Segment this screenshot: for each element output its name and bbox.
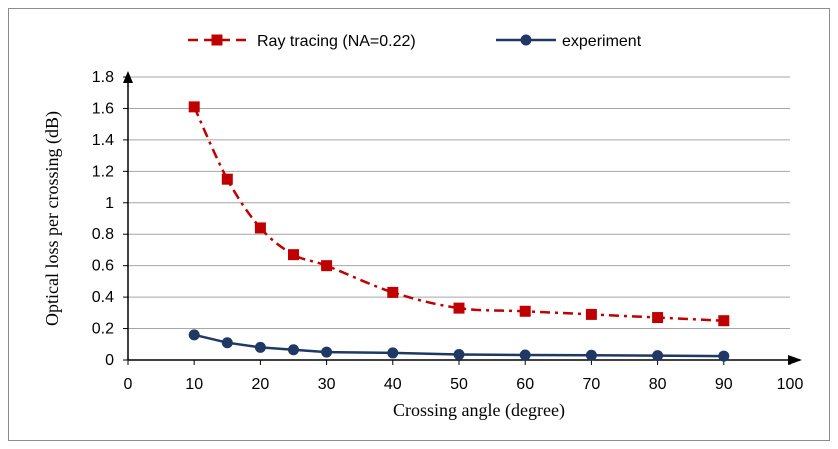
series-1 [188, 329, 730, 362]
x-tick-label: 0 [124, 376, 133, 393]
legend-item-experiment: experiment [496, 33, 642, 50]
data-point-ray-tracing [221, 173, 233, 185]
data-point-experiment [585, 349, 597, 361]
data-point-experiment [321, 346, 333, 358]
x-tick-label: 100 [777, 376, 804, 393]
data-point-ray-tracing [718, 315, 730, 327]
series-0 [188, 101, 730, 327]
y-tick-label: 1.6 [92, 100, 114, 117]
data-point-experiment [254, 341, 266, 353]
legend-item-ray-tracing: Ray tracing (NA=0.22) [188, 33, 416, 50]
data-point-experiment [221, 337, 233, 349]
y-tick-label: 1.2 [92, 163, 114, 180]
y-tick-label: 1.8 [92, 69, 114, 86]
series-line-ray-tracing [193, 106, 724, 322]
x-tick-label: 20 [252, 376, 270, 393]
legend: Ray tracing (NA=0.22) experiment [188, 33, 642, 50]
data-point-ray-tracing [453, 302, 465, 314]
data-point-experiment [718, 350, 730, 362]
data-point-experiment [519, 349, 531, 361]
data-point-ray-tracing [288, 249, 299, 261]
y-axis-label: Optical loss per crossing (dB) [42, 111, 63, 326]
legend-marker-experiment [520, 34, 532, 46]
x-tick-label: 80 [649, 376, 667, 393]
data-point-experiment [188, 329, 200, 341]
x-tick-label: 90 [715, 376, 733, 393]
y-tick-label: 0.8 [92, 226, 114, 243]
x-tick-label: 70 [583, 376, 601, 393]
legend-label-experiment: experiment [562, 33, 642, 50]
x-axis-arrow [788, 355, 802, 365]
x-axis-label: Crossing angle (degree) [393, 400, 565, 421]
x-tick-label: 50 [450, 376, 468, 393]
y-tick-label: 0.2 [92, 321, 114, 338]
chart-frame [8, 8, 830, 441]
data-point-ray-tracing [585, 308, 597, 320]
legend-label-ray-tracing: Ray tracing (NA=0.22) [257, 33, 416, 50]
x-tick-label: 10 [185, 376, 203, 393]
y-axis-arrow [123, 71, 133, 83]
axes: 0 0.2 0.4 0.6 0.8 1 1.2 1.4 1.6 1.8 0 10 20 30 40 50 60 7… [92, 69, 804, 393]
data-point-experiment [453, 348, 465, 360]
y-tick-label: 0.4 [92, 289, 114, 306]
data-point-experiment [652, 350, 664, 362]
data-point-ray-tracing [519, 305, 531, 317]
data-point-experiment [387, 347, 399, 359]
data-point-experiment [288, 344, 299, 356]
data-point-ray-tracing [652, 312, 664, 324]
gridlines [128, 76, 790, 330]
x-tick-label: 40 [384, 376, 402, 393]
legend-marker-ray-tracing [211, 34, 223, 46]
x-tick-label: 60 [516, 376, 534, 393]
y-tick-label: 0.6 [92, 258, 114, 275]
series-layer [188, 101, 730, 362]
y-tick-label: 0 [105, 352, 114, 369]
data-point-ray-tracing [387, 286, 399, 298]
data-point-ray-tracing [188, 101, 200, 113]
data-point-ray-tracing [254, 222, 266, 234]
y-tick-label: 1.4 [92, 132, 114, 149]
x-tick-label: 30 [318, 376, 336, 393]
data-point-ray-tracing [321, 260, 333, 272]
y-tick-label: 1 [105, 195, 114, 212]
